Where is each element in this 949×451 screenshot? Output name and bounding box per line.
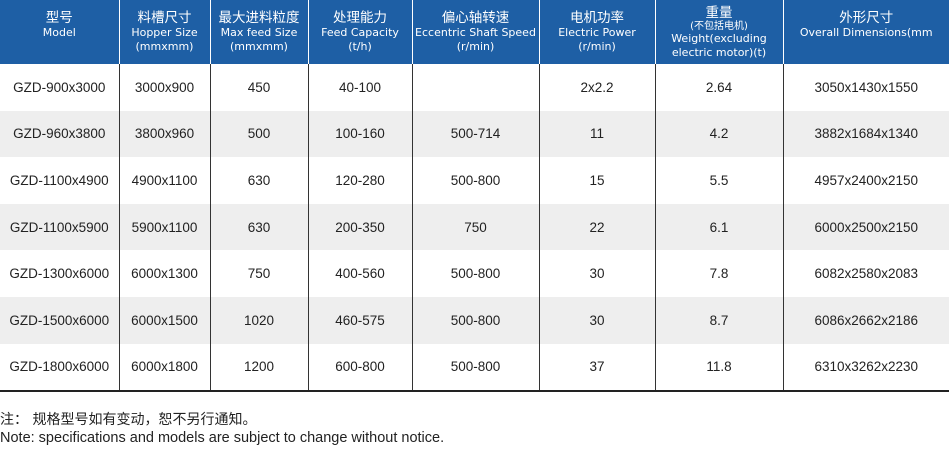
cell-electric-power: 30 (539, 296, 656, 344)
cell-hopper-size: 5900x1100 (119, 203, 211, 251)
note-english: Note: specifications and models are subj… (0, 430, 445, 446)
cell-model: GZD-1100x5900 (0, 203, 120, 251)
cell-model: GZD-960x3800 (0, 110, 120, 158)
col-header-shaft-speed: 偏心轴转速 Eccentric Shaft Speed (r/min) (412, 0, 540, 64)
cell-overall-dimensions: 3882x1684x1340 (783, 110, 949, 158)
table-row: GZD-1100x4900 4900x1100 630 120-280 500-… (0, 157, 949, 204)
cell-electric-power: 15 (539, 157, 656, 204)
cell-overall-dimensions: 3050x1430x1550 (814, 79, 919, 95)
cell-weight: 2.64 (655, 64, 784, 111)
cell-hopper-size: 6000x1800 (119, 343, 211, 393)
cell-feed-capacity: 200-350 (308, 203, 413, 251)
cell-overall-dimensions: 6310x3262x2230 (783, 343, 949, 393)
header-row: 型号 Model 料槽尺寸 Hopper Size (mmxmm) 最大进料粒度… (0, 0, 949, 64)
cell-electric-power: 22 (539, 203, 656, 251)
table-row: GZD-1800x6000 6000x1800 1200 600-800 500… (0, 343, 949, 393)
cell-model: GZD-1800x6000 (0, 343, 120, 393)
cell-electric-power: 11 (539, 110, 656, 158)
cell-overall-dimensions: 4957x2400x2150 (814, 172, 919, 188)
cell-feed-capacity: 40-100 (308, 64, 413, 111)
cell-shaft-speed: 500-800 (412, 343, 540, 393)
cell-overall-dimensions: 6082x2580x2083 (814, 266, 919, 282)
cell-feed-capacity: 600-800 (308, 343, 413, 393)
cell-max-feed-size: 750 (210, 250, 309, 297)
cell-feed-capacity: 460-575 (308, 296, 413, 344)
table-row: GZD-960x3800 3800x960 500 100-160 500-71… (0, 110, 949, 158)
cell-shaft-speed: 750 (412, 203, 540, 251)
cell-weight: 8.7 (655, 296, 784, 344)
cell-model: GZD-1500x6000 (0, 296, 120, 344)
col-header-feed-capacity: 处理能力 Feed Capacity (t/h) (308, 0, 413, 64)
cell-weight: 5.5 (655, 157, 784, 204)
cell-weight: 7.8 (655, 250, 784, 297)
cell-shaft-speed: 500-714 (412, 110, 540, 158)
cell-electric-power: 2x2.2 (539, 64, 656, 111)
cell-overall-dimensions: 6086x2662x2186 (783, 296, 949, 344)
cell-weight: 11.8 (655, 343, 784, 393)
cell-shaft-speed (412, 64, 540, 111)
col-header-overall-dimensions: 外形尺寸 Overall Dimensions(mm (783, 0, 949, 64)
cell-model: GZD-1100x4900 (0, 157, 120, 204)
table-row: GZD-900x3000 3000x900 450 40-100 2x2.2 2… (0, 64, 949, 111)
cell-max-feed-size: 500 (210, 110, 309, 158)
col-header-weight: 重量 (不包括电机) Weight(excluding electric mot… (655, 0, 784, 64)
cell-feed-capacity: 120-280 (308, 157, 413, 204)
cell-hopper-size: 3000x900 (119, 64, 211, 111)
cell-hopper-size: 6000x1300 (119, 250, 211, 297)
cell-max-feed-size: 1200 (210, 343, 309, 393)
table-row: GZD-1500x6000 6000x1500 1020 460-575 500… (0, 296, 949, 344)
cell-max-feed-size: 1020 (210, 296, 309, 344)
cell-model: GZD-1300x6000 (0, 250, 120, 297)
spec-table: 型号 Model 料槽尺寸 Hopper Size (mmxmm) 最大进料粒度… (0, 0, 949, 393)
cell-max-feed-size: 450 (210, 64, 309, 111)
cell-shaft-speed: 500-800 (412, 296, 540, 344)
cell-shaft-speed: 500-800 (412, 157, 540, 204)
col-header-model: 型号 Model (0, 0, 120, 64)
note-chinese: 注： 规格型号如有变动，恕不另行通知。 (0, 412, 257, 428)
cell-electric-power: 37 (539, 343, 656, 393)
cell-max-feed-size: 630 (210, 157, 309, 204)
col-header-max-feed-size: 最大进料粒度 Max feed Size (mmxmm) (210, 0, 309, 64)
cell-feed-capacity: 400-560 (308, 250, 413, 297)
table-row: GZD-1300x6000 6000x1300 750 400-560 500-… (0, 250, 949, 297)
cell-hopper-size: 4900x1100 (119, 157, 211, 204)
cell-overall-dimensions: 6000x2500x2150 (783, 203, 949, 251)
cell-weight: 6.1 (655, 203, 784, 251)
col-header-hopper-size: 料槽尺寸 Hopper Size (mmxmm) (119, 0, 211, 64)
cell-shaft-speed: 500-800 (412, 250, 540, 297)
cell-hopper-size: 3800x960 (119, 110, 211, 158)
cell-model: GZD-900x3000 (0, 64, 120, 111)
cell-hopper-size: 6000x1500 (119, 296, 211, 344)
table-row: GZD-1100x5900 5900x1100 630 200-350 750 … (0, 203, 949, 251)
cell-weight: 4.2 (655, 110, 784, 158)
cell-max-feed-size: 630 (210, 203, 309, 251)
cell-feed-capacity: 100-160 (308, 110, 413, 158)
col-header-electric-power: 电机功率 Electric Power (r/min) (539, 0, 656, 64)
cell-electric-power: 30 (539, 250, 656, 297)
